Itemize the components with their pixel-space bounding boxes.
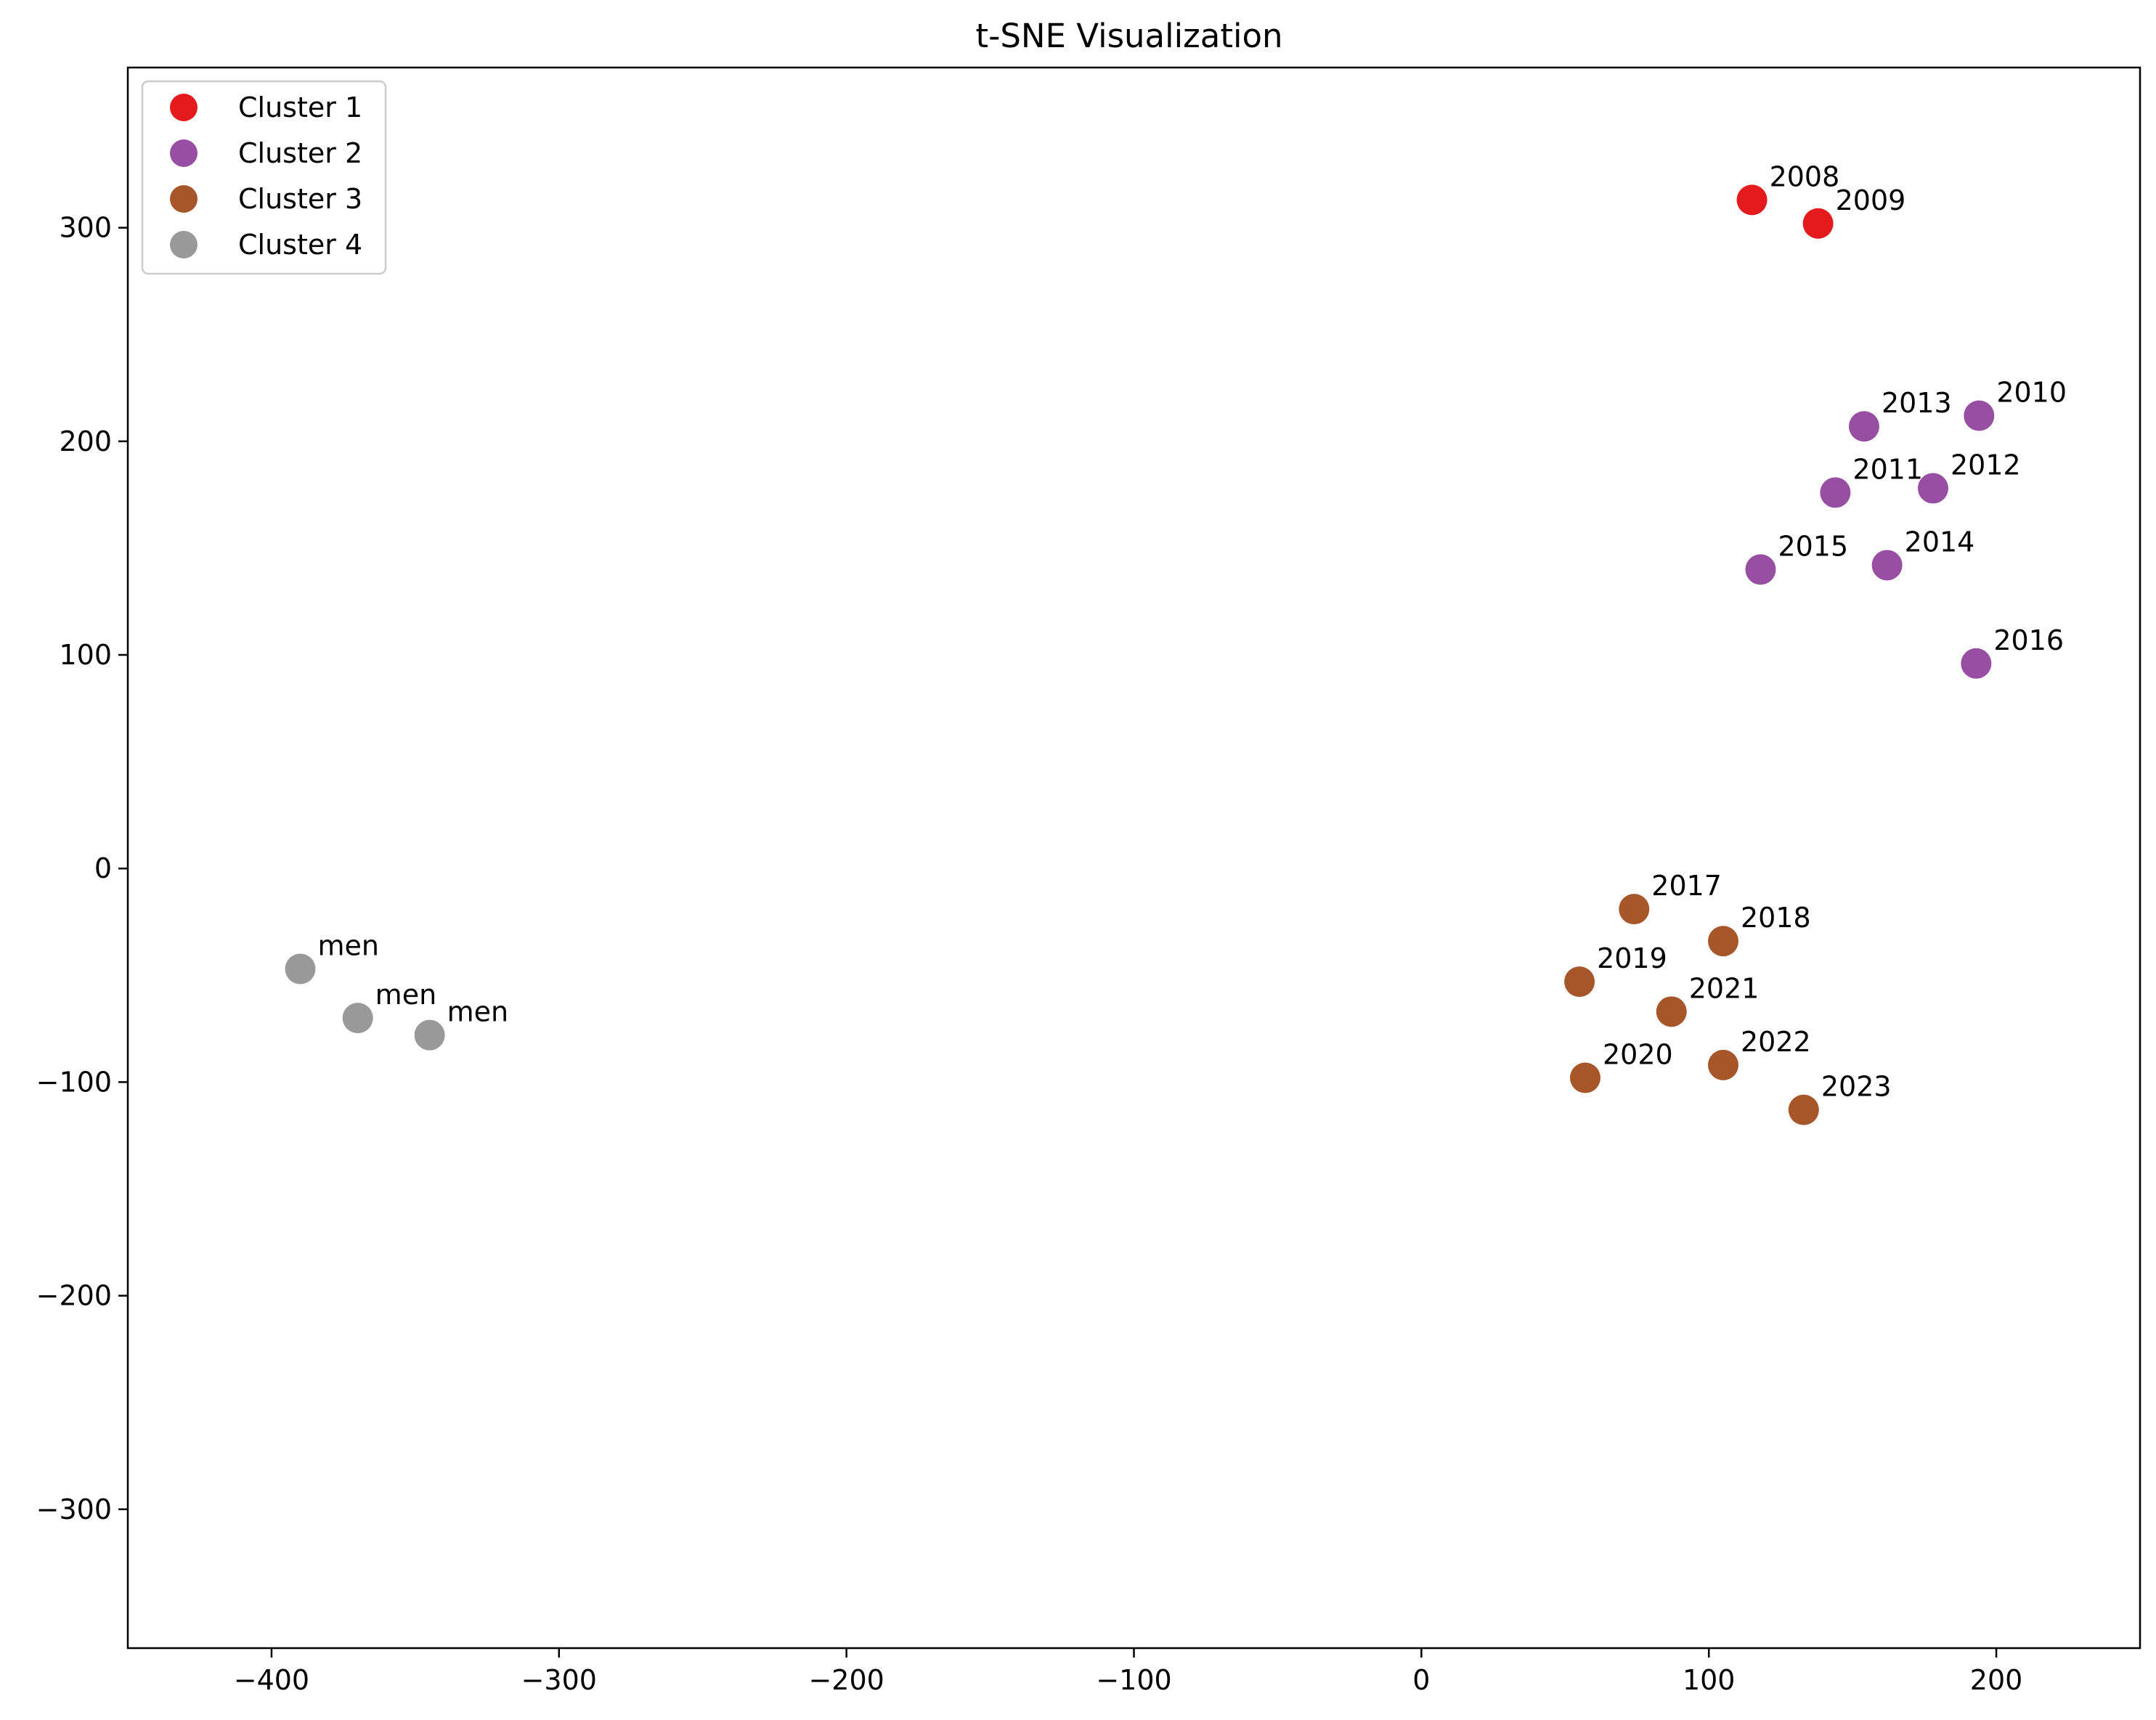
point-label: 2022 <box>1741 1026 1811 1058</box>
data-point-cluster-3 <box>1788 1094 1819 1125</box>
plot-frame <box>126 66 2141 1650</box>
point-label: 2021 <box>1689 972 1760 1004</box>
data-point-cluster-3 <box>1619 894 1650 925</box>
point-label: 2010 <box>1996 377 2067 409</box>
legend-marker-cluster-3 <box>170 185 198 213</box>
data-point-cluster-3 <box>1564 966 1595 998</box>
data-point-cluster-3 <box>1656 996 1687 1027</box>
data-point-cluster-2 <box>1745 554 1776 585</box>
legend-label-cluster-3: Cluster 3 <box>238 183 362 215</box>
y-tick-label: −100 <box>36 1066 112 1098</box>
legend-label-cluster-1: Cluster 1 <box>238 91 362 123</box>
y-tick-label: 200 <box>59 425 112 457</box>
x-tick-label: −200 <box>808 1664 884 1696</box>
data-point-cluster-3 <box>1708 1049 1739 1080</box>
x-tick-label: 200 <box>1970 1664 2023 1696</box>
data-point-cluster-4 <box>414 1019 445 1051</box>
x-tick-label: 0 <box>1412 1664 1430 1696</box>
chart-title: t-SNE Visualization <box>975 17 1282 55</box>
data-point-cluster-2 <box>1961 648 1992 679</box>
point-label: 2012 <box>1950 449 2021 481</box>
data-point-cluster-2 <box>1871 550 1903 581</box>
point-label: 2014 <box>1905 526 1975 558</box>
data-point-cluster-4 <box>285 953 316 985</box>
point-label: 2019 <box>1597 942 1667 974</box>
point-label: 2008 <box>1770 160 1840 192</box>
x-tick-label: −400 <box>234 1664 309 1696</box>
point-label: men <box>375 979 436 1011</box>
point-label: 2017 <box>1651 870 1722 902</box>
legend-box <box>141 80 387 275</box>
x-tick-label: 100 <box>1683 1664 1736 1696</box>
axis-ticks: −400 −300 −200 −100 0 100 200 −300 −200 −100 0 100 2… <box>36 212 2023 1696</box>
legend: Cluster 1 Cluster 2 Cluster 3 Cluster 4 <box>141 80 387 275</box>
y-tick-label: 100 <box>59 639 112 671</box>
data-point-cluster-2 <box>1820 477 1851 508</box>
point-label: 2009 <box>1836 184 1906 216</box>
legend-marker-cluster-1 <box>170 94 198 121</box>
point-label: 2020 <box>1603 1039 1673 1071</box>
point-label: men <box>447 996 508 1028</box>
point-label: 2011 <box>1852 453 1923 485</box>
data-point-cluster-3 <box>1708 926 1739 957</box>
y-tick-label: 300 <box>59 212 112 244</box>
data-point-cluster-2 <box>1848 411 1879 442</box>
point-label: 2023 <box>1821 1071 1892 1103</box>
point-label: 2015 <box>1778 530 1848 562</box>
legend-marker-cluster-2 <box>170 139 198 167</box>
legend-label-cluster-2: Cluster 2 <box>238 137 362 169</box>
point-label: 2013 <box>1882 387 1952 419</box>
y-tick-label: 0 <box>94 852 112 884</box>
data-point-cluster-2 <box>1917 473 1948 504</box>
x-tick-label: −300 <box>521 1664 597 1696</box>
legend-label-cluster-4: Cluster 4 <box>238 229 362 261</box>
data-point-cluster-2 <box>1964 400 1995 431</box>
point-label: men <box>318 929 379 961</box>
point-label: 2018 <box>1741 902 1811 934</box>
legend-marker-cluster-4 <box>170 231 198 258</box>
data-points <box>285 184 1995 1125</box>
y-tick-label: −200 <box>36 1280 112 1312</box>
data-point-cluster-3 <box>1569 1062 1600 1093</box>
data-point-cluster-1 <box>1736 184 1767 216</box>
x-tick-label: −100 <box>1096 1664 1171 1696</box>
data-point-cluster-1 <box>1802 208 1834 239</box>
point-label: 2016 <box>1993 624 2064 656</box>
data-point-cluster-4 <box>342 1003 373 1034</box>
y-tick-label: −300 <box>36 1493 112 1525</box>
